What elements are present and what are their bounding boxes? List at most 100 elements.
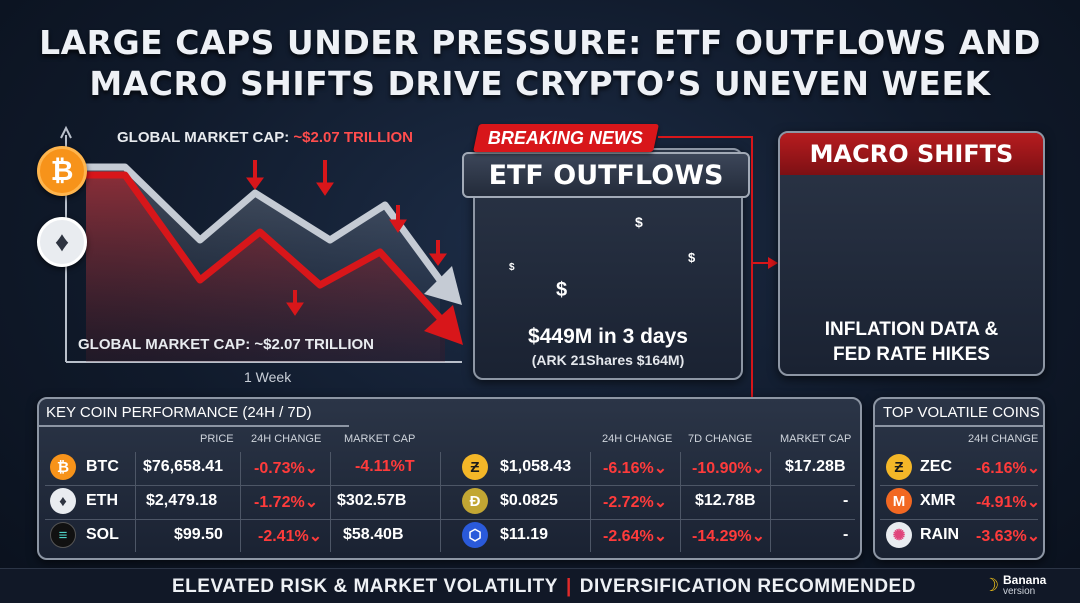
connector-arrow-head-icon [768,257,778,269]
x-axis-label: 1 Week [244,369,292,385]
column-divider [590,452,591,552]
brand-name: Banana [1003,573,1047,587]
col-header-market-cap: MARKET CAP [344,433,416,445]
down-arrows [246,160,447,316]
column-divider [135,452,136,552]
table-row-eth-symbol: ETH [86,492,118,509]
macro-text-line-2: FED RATE HIKES [833,344,990,365]
title-line-2: MACRO SHIFTS DRIVE CRYPTO’S UNEVEN WEEK [89,64,991,103]
bitcoin-icon: ₿ [37,146,87,196]
table-row-zec-price: $1,058.43 [500,458,572,475]
title-line-1: LARGE CAPS UNDER PRESSURE: ETF OUTFLOWS … [39,23,1041,62]
footer-right-text: DIVERSIFICATION RECOMMENDED [579,576,916,597]
dogecoin-icon: Ð [462,488,488,514]
table-row-eth-change: -1.72%⌄ [254,494,319,511]
y-axis-arrow-icon [60,125,72,139]
rain-icon: ✺ [886,522,912,548]
gray-trend-arrow-icon [424,266,462,305]
volatile-row-rain-symbol: RAIN [920,526,960,543]
market-cap-label-top: GLOBAL MARKET CAP: ~$2.07 TRILLION [117,129,413,146]
dollar-coin-icon: $ [556,279,568,301]
breaking-news-label: BREAKING NEWS [488,127,644,148]
table-row-eth-price: $2,479.18 [146,492,218,509]
market-cap-label-prefix: GLOBAL MARKET CAP: [117,129,294,146]
column-divider [680,452,681,552]
table-row-link-change7: -14.29%⌄ [692,528,765,545]
table-row-sol-price: $99.50 [174,526,223,543]
red-area [86,175,445,362]
chainlink-icon: ⬡ [462,522,488,548]
footer-text: ELEVATED RISK & MARKET VOLATILITY | DIVERS… [172,576,916,598]
footer-divider: | [565,576,572,597]
market-cap-label-value: ~$2.07 TRILLION [293,129,414,146]
ethereum-icon: ♦ [37,217,87,267]
table-row-link-change24: -2.64%⌄ [603,528,668,545]
etf-outflow-detail: (ARK 21Shares $164M) [531,352,685,368]
brand-sub: version [1003,586,1036,597]
col-header-7d: 7D CHANGE [688,433,753,445]
row-divider [45,519,855,520]
dollar-coin-icon: $ [509,262,515,273]
row-divider [880,485,1038,486]
table-row-btc-price: $76,658.41 [143,458,224,475]
col-header-price: PRICE [200,433,234,445]
dollar-coin-icon: $ [635,214,643,230]
table-row-doge-change24: -2.72%⌄ [603,494,668,511]
market-cap-label-bottom: GLOBAL MARKET CAP: ~$2.07 TRILLION [78,336,375,353]
column-divider [770,452,771,552]
table-row-zec-change24: -6.16%⌄ [603,460,668,477]
volatile-row-xmr-change: -4.91%⌄ [976,494,1041,511]
table-row-eth-cap: $302.57B [337,492,407,509]
row-divider [880,519,1038,520]
gray-trend-line [86,163,443,283]
banana-icon: ☽ [983,575,1000,595]
solana-icon: ≡ [50,522,76,548]
zcash-icon: Ƶ [886,454,912,480]
table-row-sol-cap: $58.40B [343,526,404,543]
volatile-row-xmr-symbol: XMR [920,492,956,509]
etf-heading: ETF OUTFLOWS [462,152,750,198]
coin-performance-panel [37,397,862,560]
bitcoin-icon: ₿ [50,454,76,480]
table-row-zec-change7: -10.90%⌄ [692,460,765,477]
table-row-doge-cap: - [843,492,849,509]
table-row-doge-change7: $12.78B [695,492,756,509]
row-divider [45,485,855,486]
table-row-link-cap: - [843,526,849,543]
red-trend-line [86,171,443,321]
red-trend-arrow-icon [424,305,463,345]
etf-outflow-stat: $449M in 3 days [528,325,688,348]
volatile-title: TOP VOLATILE COINS [883,404,1040,421]
dollar-coin-icon: $ [688,250,696,265]
section-divider [873,425,1045,427]
col-header-24h-right: 24H CHANGE [602,433,673,445]
breaking-news-badge: BREAKING NEWS [473,124,659,152]
footer-left-text: ELEVATED RISK & MARKET VOLATILITY [172,576,558,597]
macro-text-line-1: INFLATION DATA & [824,319,999,340]
column-divider [440,452,441,552]
col-header-24h: 24H CHANGE [251,433,322,445]
table-row-doge-price: $0.0825 [500,492,558,509]
volatile-row-zec-change: -6.16%⌄ [976,460,1041,477]
zcash-icon: Ƶ [462,454,488,480]
column-divider [330,452,331,552]
macro-text: INFLATION DATA & FED RATE HIKES [780,317,1043,367]
col-header-market-cap-right: MARKET CAP [780,433,852,445]
performance-title: KEY COIN PERFORMANCE (24H / 7D) [46,404,312,421]
page-title: LARGE CAPS UNDER PRESSURE: ETF OUTFLOWS … [0,22,1080,104]
table-row-btc-cap: -4.11%T [355,458,415,475]
macro-heading: MACRO SHIFTS [780,133,1043,175]
volatile-row-rain-change: -3.63%⌄ [976,528,1041,545]
brand-logo: Banana version [1003,574,1046,598]
table-row-zec-cap: $17.28B [785,458,846,475]
table-row-link-price: $11.19 [500,526,549,543]
volatile-col-header: 24H CHANGE [968,433,1039,445]
table-row-sol-symbol: SOL [86,526,119,543]
table-row-sol-change: -2.41%⌄ [258,528,323,545]
footer-bar [0,568,1080,603]
monero-icon: M [886,488,912,514]
section-divider [37,425,349,427]
column-divider [240,452,241,552]
table-row-btc-change: -0.73%⌄ [254,460,319,477]
volatile-row-zec-symbol: ZEC [920,458,952,475]
